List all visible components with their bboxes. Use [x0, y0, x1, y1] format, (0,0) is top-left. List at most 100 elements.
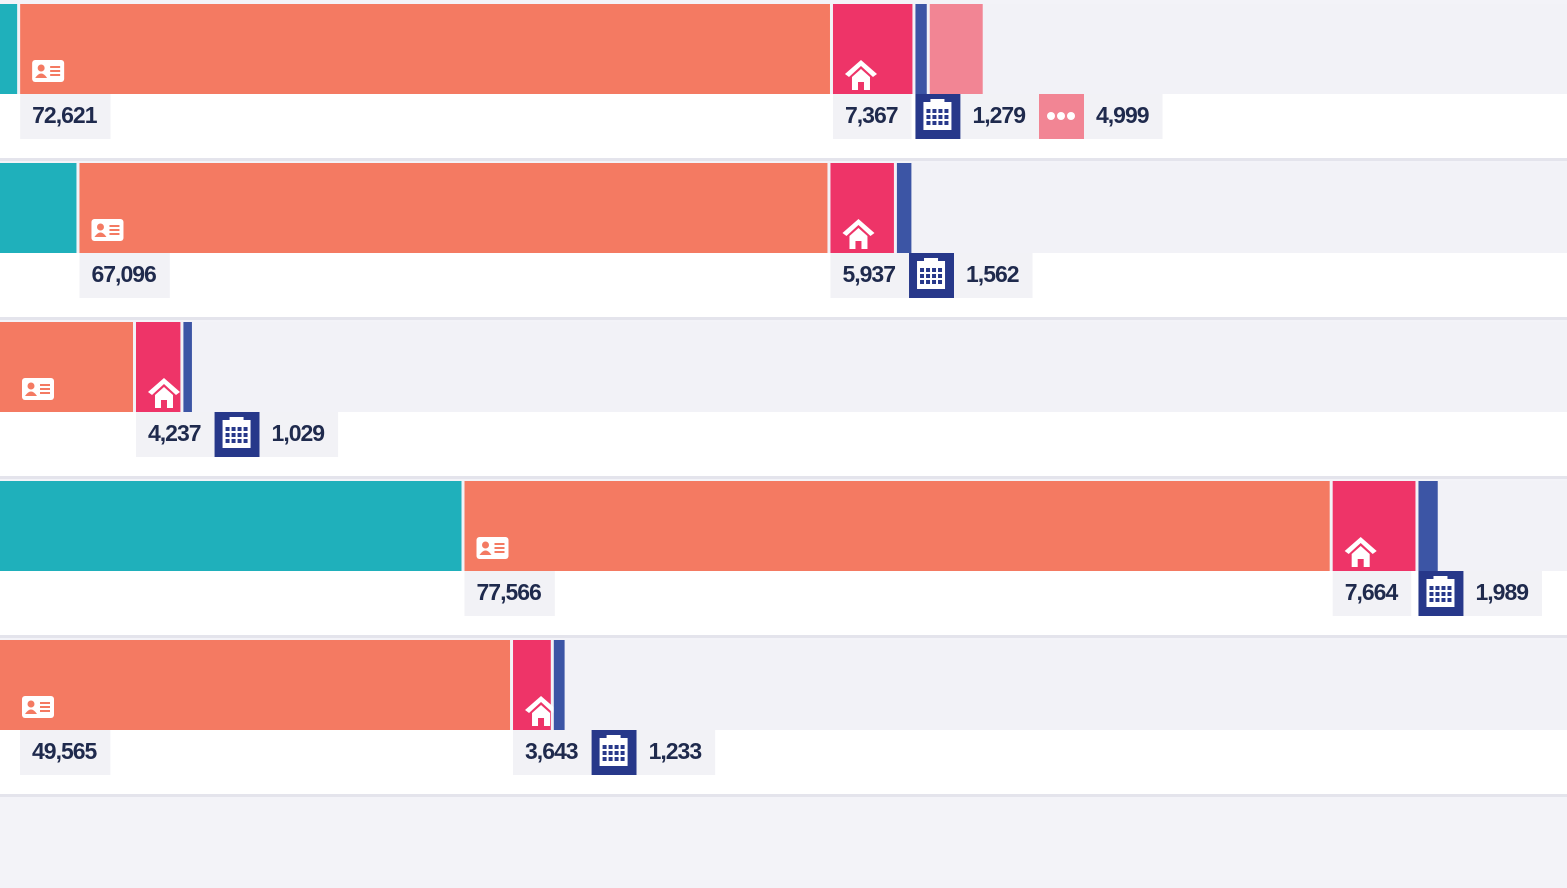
icon-hospital-window	[237, 439, 242, 443]
icon-card-line	[40, 706, 50, 708]
icon-hospital-window	[926, 109, 931, 113]
icon-hospital-top	[924, 258, 939, 264]
icon-hospital-top	[606, 735, 621, 741]
icon-card-line	[109, 233, 120, 235]
icon-hospital-window	[1429, 592, 1434, 596]
value-label: 1,279	[972, 102, 1025, 128]
icon-hospital-window	[602, 745, 607, 749]
icon-hospital-window	[926, 274, 931, 278]
icon-hospital-window	[932, 109, 937, 113]
icon-hospital-window	[926, 121, 931, 125]
icon-card-head	[482, 541, 490, 549]
bar-segment	[915, 4, 927, 94]
icon-hospital-window	[608, 745, 613, 749]
row-shadow	[0, 794, 1567, 797]
icon-hospital-window	[944, 121, 949, 125]
icon-card-line	[40, 384, 50, 386]
icon-hospital-window	[938, 280, 943, 284]
icon-hospital-window	[608, 757, 613, 761]
icon-card-body	[25, 391, 37, 396]
row-shadow	[0, 635, 1567, 638]
value-label: 4,999	[1096, 102, 1149, 128]
icon-hospital-window	[602, 757, 607, 761]
icon-card-line	[50, 66, 61, 68]
value-label-box	[954, 253, 1033, 298]
bar-segment	[0, 163, 77, 253]
icon-hospital-window	[938, 109, 943, 113]
value-label-box	[513, 730, 592, 775]
icon-card-body	[94, 232, 107, 237]
bar-segment	[553, 640, 565, 730]
icon-hospital-window	[920, 268, 925, 272]
value-label: 1,562	[966, 261, 1019, 287]
value-label-box	[636, 730, 716, 775]
bar-row: 67,096 5,937 1,562	[0, 163, 1567, 320]
bar-segment	[0, 322, 133, 412]
icon-hospital-window	[932, 280, 937, 284]
icon-hospital-window	[932, 274, 937, 278]
icon-hospital-window	[926, 115, 931, 119]
bar-segment	[464, 481, 1330, 571]
bar-segment	[20, 4, 830, 94]
icon-dot	[1057, 112, 1066, 120]
icon-hospital-window	[237, 433, 242, 437]
bar-segment	[0, 481, 462, 571]
icon-hospital-window	[932, 121, 937, 125]
icon-card-line	[50, 70, 61, 72]
icon-hospital-window	[243, 439, 248, 443]
icon-hospital-window	[231, 433, 236, 437]
bar-segment	[896, 163, 912, 253]
icon-card-line	[40, 702, 50, 704]
bar-row: 49,565 3,643 1,233	[0, 640, 1567, 797]
icon-card-line	[494, 543, 505, 545]
icon-home	[842, 219, 875, 249]
icon-hospital-window	[932, 268, 937, 272]
bar-segment	[0, 640, 511, 730]
icon-hospital-window	[938, 274, 943, 278]
icon-card-body	[25, 709, 37, 714]
icon-hospital-window	[926, 280, 931, 284]
value-label: 7,664	[1345, 579, 1399, 605]
icon-hospital-window	[614, 745, 619, 749]
bar-segment	[1418, 481, 1438, 571]
icon-hospital-window	[1429, 598, 1434, 602]
icon-hospital-window	[231, 427, 236, 431]
icon-card-line	[50, 74, 61, 76]
icon-card-body	[479, 550, 492, 555]
value-label: 1,989	[1475, 579, 1528, 605]
icon-home	[1344, 537, 1377, 567]
row-base	[0, 571, 1567, 635]
value-label-box	[20, 94, 111, 139]
icon-home	[844, 60, 877, 90]
icon-hospital-window	[243, 433, 248, 437]
icon-card-line	[494, 547, 505, 549]
icon-hospital-window	[944, 109, 949, 113]
value-label: 72,621	[32, 102, 98, 128]
value-label: 4,237	[148, 420, 201, 446]
bar-segment	[929, 4, 983, 94]
value-label-box	[830, 253, 910, 298]
icon-hospital-window	[1441, 592, 1446, 596]
bar-row: 4,237 1,029	[0, 322, 1567, 479]
icon-hospital-window	[938, 268, 943, 272]
icon-dot	[1067, 112, 1076, 120]
bar-segment	[0, 4, 18, 94]
icon-card-head	[27, 700, 35, 708]
icon-hospital-window	[920, 274, 925, 278]
icon-hospital-window	[1441, 586, 1446, 590]
value-label: 5,937	[842, 261, 895, 287]
value-label-box	[135, 412, 215, 457]
icon-hospital-window	[620, 751, 625, 755]
value-label-box	[259, 412, 339, 457]
icon-hospital-window	[620, 745, 625, 749]
icon-hospital-top	[1433, 576, 1448, 582]
icon-card-line	[494, 551, 505, 553]
icon-hospital-window	[1447, 592, 1452, 596]
icon-hospital-window	[602, 751, 607, 755]
icon-hospital-window	[225, 427, 230, 431]
icon-hospital-window	[932, 115, 937, 119]
icon-home	[147, 378, 180, 408]
icon-hospital-window	[926, 268, 931, 272]
bar-row: 72,621 7,367 1,279 4,999	[0, 4, 1567, 161]
